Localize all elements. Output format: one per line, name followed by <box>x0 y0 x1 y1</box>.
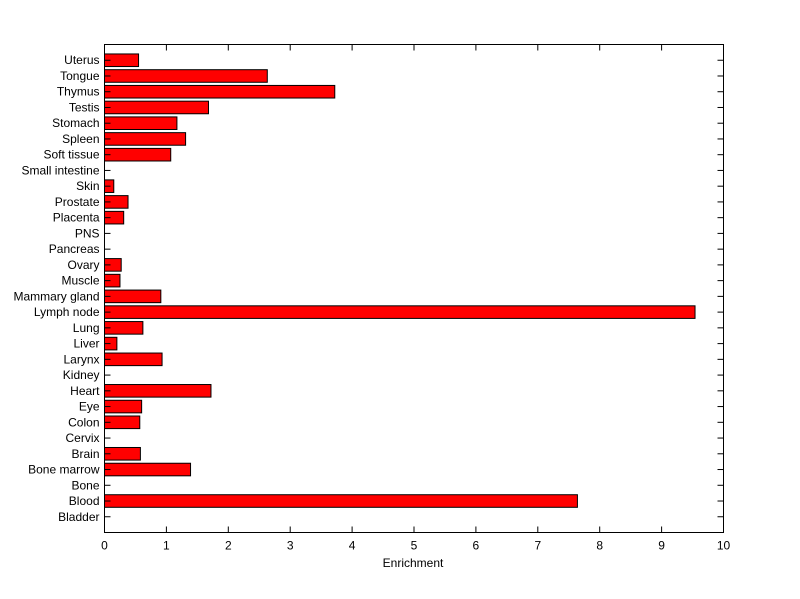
x-tick-label-6: 6 <box>473 539 480 553</box>
y-tick-label-eye: Eye <box>79 400 100 414</box>
y-tick-label-bladder: Bladder <box>58 510 99 524</box>
x-tick-label-4: 4 <box>349 539 356 553</box>
bar-stomach <box>104 116 178 131</box>
bar-soft-tissue <box>104 147 172 162</box>
y-tick-label-pns: PNS <box>75 226 100 240</box>
y-tick-label-small-intestine: Small intestine <box>21 163 99 177</box>
bar-mammary-gland <box>104 289 162 304</box>
y-tick-label-placenta: Placenta <box>53 211 100 225</box>
y-tick-label-blood: Blood <box>69 494 100 508</box>
y-tick-label-mammary-gland: Mammary gland <box>13 289 99 303</box>
x-tick-label-3: 3 <box>287 539 294 553</box>
y-tick-label-kidney: Kidney <box>63 368 100 382</box>
y-tick-label-thymus: Thymus <box>57 85 100 99</box>
x-tick-label-9: 9 <box>658 539 665 553</box>
y-tick-label-lung: Lung <box>73 321 100 335</box>
bar-bone-marrow <box>104 462 192 477</box>
plot-frame <box>104 44 724 533</box>
bar-thymus <box>104 84 336 99</box>
x-tick-label-10: 10 <box>717 539 731 553</box>
y-tick-label-ovary: Ovary <box>67 258 99 272</box>
bar-spleen <box>104 132 187 146</box>
y-tick-label-liver: Liver <box>73 337 99 351</box>
y-tick-label-lymph-node: Lymph node <box>34 305 100 319</box>
y-tick-label-prostate: Prostate <box>55 195 100 209</box>
x-tick-label-7: 7 <box>534 539 541 553</box>
y-tick-label-bone: Bone <box>71 478 99 492</box>
y-tick-label-heart: Heart <box>70 384 100 398</box>
y-tick-label-muscle: Muscle <box>61 274 99 288</box>
y-tick-label-uterus: Uterus <box>64 53 99 67</box>
x-tick-label-8: 8 <box>596 539 603 553</box>
x-ticks-group: 0 1 2 3 4 5 6 7 8 9 10 <box>101 44 731 553</box>
bar-lymph-node <box>104 305 696 319</box>
y-tick-label-skin: Skin <box>76 179 99 193</box>
y-tick-label-larynx: Larynx <box>63 352 99 366</box>
bar-heart <box>104 384 212 398</box>
x-tick-label-1: 1 <box>163 539 170 553</box>
y-tick-label-spleen: Spleen <box>62 132 99 146</box>
y-tick-label-stomach: Stomach <box>52 116 99 130</box>
x-tick-label-2: 2 <box>225 539 232 553</box>
y-tick-label-brain: Brain <box>71 447 99 461</box>
y-tick-label-tongue: Tongue <box>60 69 100 83</box>
bar-larynx <box>104 352 163 367</box>
bar-tongue <box>104 69 268 83</box>
y-tick-label-bone-marrow: Bone marrow <box>28 463 100 477</box>
y-tick-label-testis: Testis <box>69 100 100 114</box>
y-tick-label-colon: Colon <box>68 415 99 429</box>
bar-testis <box>104 100 209 115</box>
x-axis-label: Enrichment <box>383 556 444 570</box>
bar-blood <box>104 494 578 508</box>
y-tick-label-soft-tissue: Soft tissue <box>43 148 99 162</box>
y-tick-label-cervix: Cervix <box>65 431 99 445</box>
y-tick-label-pancreas: Pancreas <box>49 242 100 256</box>
x-tick-label-5: 5 <box>411 539 418 553</box>
x-tick-label-0: 0 <box>101 539 108 553</box>
